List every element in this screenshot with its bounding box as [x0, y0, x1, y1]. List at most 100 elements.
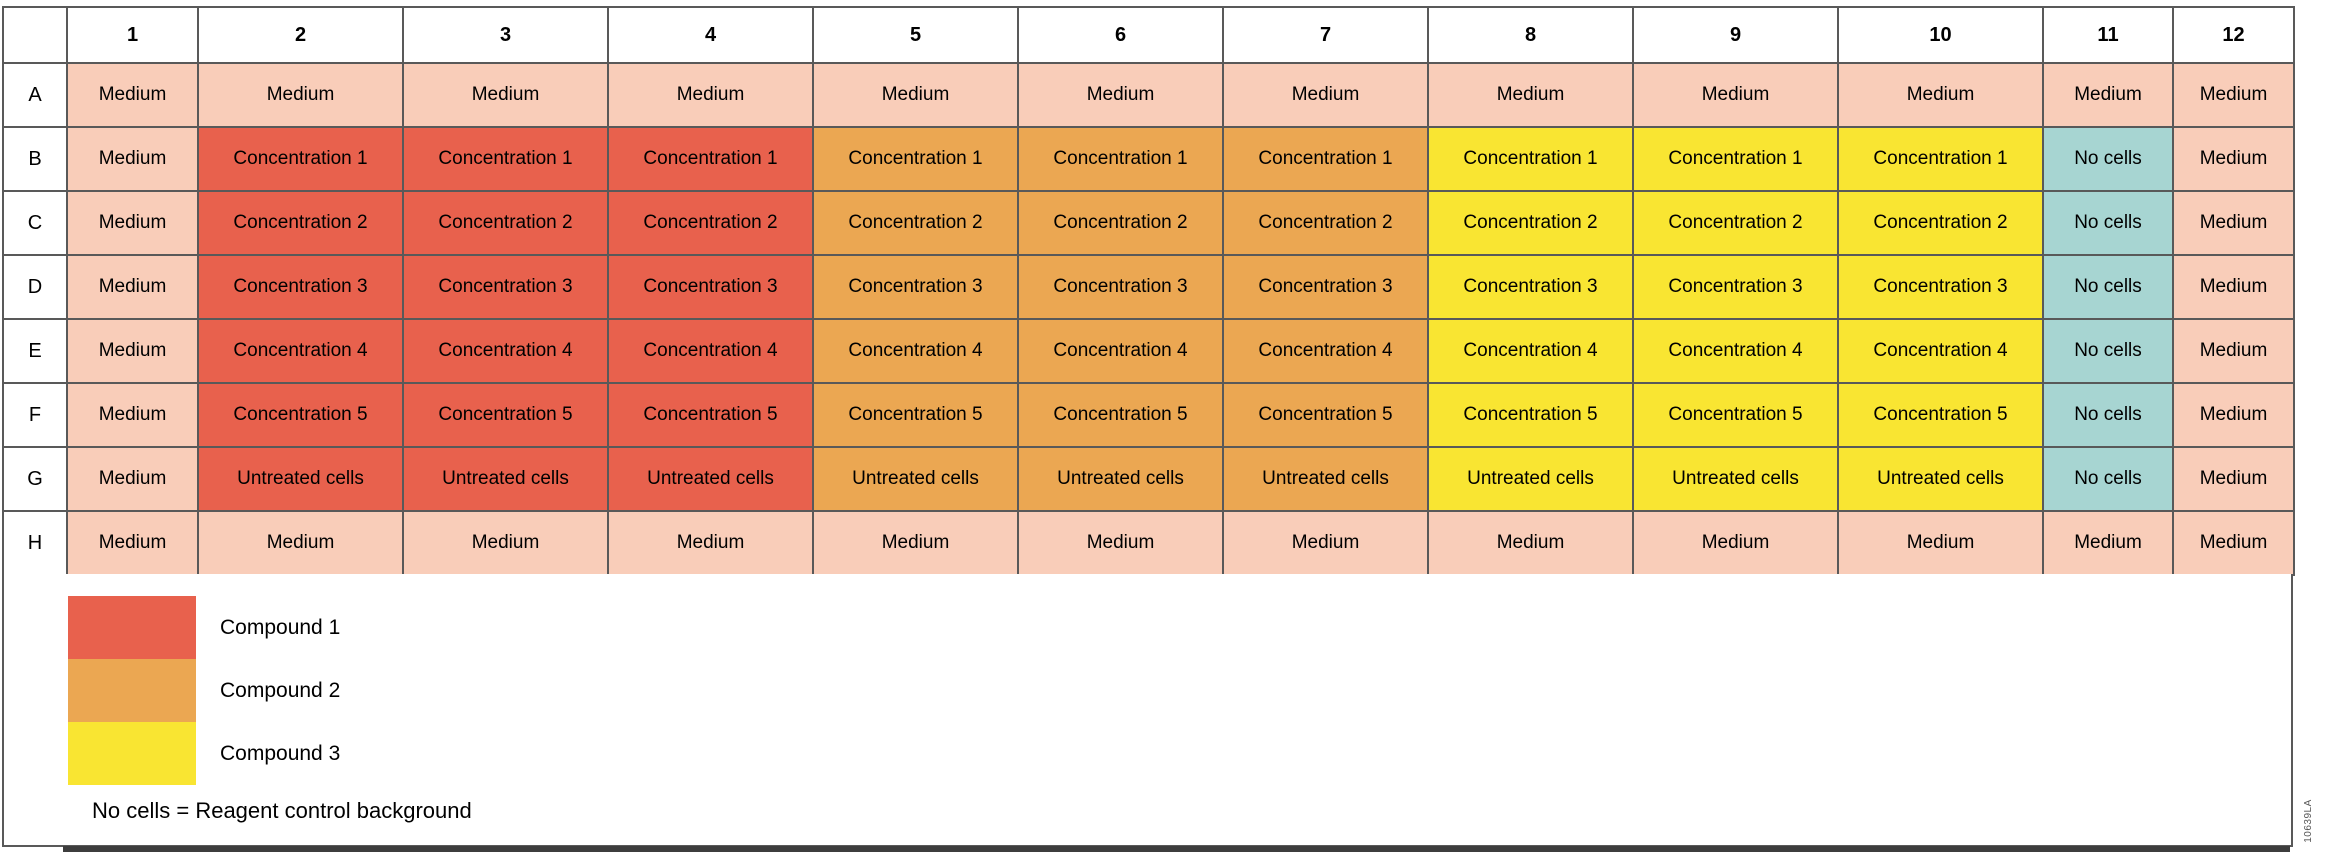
plate-cell: Concentration 3 [1837, 254, 2044, 320]
plate-cell: Concentration 5 [1632, 382, 1839, 448]
plate-cell: Concentration 4 [402, 318, 609, 384]
legend-note: No cells = Reagent control background [92, 798, 472, 823]
row-header: C [2, 190, 68, 256]
plate-cell: Concentration 5 [607, 382, 814, 448]
plate-cell: Medium [66, 126, 199, 192]
plate-cell: No cells [2042, 446, 2174, 512]
plate-cell: Medium [2172, 254, 2295, 320]
plate-cell: Medium [607, 510, 814, 576]
plate-cell: Concentration 5 [1427, 382, 1634, 448]
plate-cell: Concentration 2 [812, 190, 1019, 256]
row-header: A [2, 62, 68, 128]
plate-cell: Concentration 5 [1222, 382, 1429, 448]
plate-cell: Medium [2172, 62, 2295, 128]
plate-cell: Concentration 2 [1222, 190, 1429, 256]
plate-cell: No cells [2042, 254, 2174, 320]
plate-cell: Untreated cells [1632, 446, 1839, 512]
plate-cell: Medium [607, 62, 814, 128]
plate-row: F Medium Concentration 5 Concentration 5 Con… [2, 382, 2295, 448]
legend-panel: Compound 1 Compound 2 Compound 3 No cells … [2, 574, 2293, 847]
plate-cell: Concentration 5 [1837, 382, 2044, 448]
plate-cell: No cells [2042, 318, 2174, 384]
row-header: F [2, 382, 68, 448]
plate-cell: Concentration 4 [1222, 318, 1429, 384]
plate-cell: Medium [1017, 62, 1224, 128]
plate-cell: Concentration 1 [1837, 126, 2044, 192]
plate-cell: Untreated cells [1427, 446, 1634, 512]
column-header: 7 [1222, 6, 1429, 64]
plate-cell: Concentration 4 [812, 318, 1019, 384]
plate-cell: Untreated cells [197, 446, 404, 512]
plate-cell: Concentration 1 [402, 126, 609, 192]
plate-cell: Concentration 5 [402, 382, 609, 448]
column-header: 11 [2042, 6, 2174, 64]
figure-id-vertical-text: 10639LA [2303, 799, 2314, 843]
plate-cell: Medium [1632, 510, 1839, 576]
plate-cell: Medium [66, 190, 199, 256]
plate-cell: Concentration 2 [402, 190, 609, 256]
plate-cell: Concentration 1 [1632, 126, 1839, 192]
row-header: D [2, 254, 68, 320]
legend-label: Compound 1 [220, 616, 341, 639]
figure-bottom-rule [63, 846, 2290, 852]
plate-cell: Concentration 3 [197, 254, 404, 320]
row-header: B [2, 126, 68, 192]
legend-swatch-compound1 [68, 596, 196, 659]
plate-cell: Medium [197, 62, 404, 128]
column-header: 3 [402, 6, 609, 64]
plate-cell: Medium [812, 510, 1019, 576]
plate-cell: Concentration 2 [197, 190, 404, 256]
plate-cell: Concentration 2 [1427, 190, 1634, 256]
column-header: 1 [66, 6, 199, 64]
plate-cell: Medium [2042, 510, 2174, 576]
plate-cell: Medium [66, 62, 199, 128]
plate-cell: Medium [2172, 190, 2295, 256]
legend-label: Compound 3 [220, 742, 341, 765]
plate-cell: Concentration 3 [812, 254, 1019, 320]
plate-cell: Medium [1222, 62, 1429, 128]
plate-cell: Concentration 4 [607, 318, 814, 384]
plate-cell: No cells [2042, 126, 2174, 192]
plate-cell: Untreated cells [607, 446, 814, 512]
plate-cell: Concentration 5 [1017, 382, 1224, 448]
plate-cell: Medium [2042, 62, 2174, 128]
row-header: H [2, 510, 68, 576]
corner-cell [2, 6, 68, 64]
plate-cell: Medium [812, 62, 1019, 128]
plate-cell: Medium [66, 254, 199, 320]
plate-cell: Concentration 1 [607, 126, 814, 192]
plate-cell: Concentration 4 [197, 318, 404, 384]
plate-cell: Medium [402, 510, 609, 576]
plate-cell: Medium [66, 510, 199, 576]
plate-row: E Medium Concentration 4 Concentration 4 Con… [2, 318, 2295, 384]
column-header: 12 [2172, 6, 2295, 64]
plate-cell: Concentration 2 [1017, 190, 1224, 256]
plate-row: A Medium Medium Medium Medium Medium Medium Med… [2, 62, 2295, 128]
plate-cell: Medium [2172, 382, 2295, 448]
plate-cell: Concentration 3 [1632, 254, 1839, 320]
plate-cell: No cells [2042, 190, 2174, 256]
column-header: 4 [607, 6, 814, 64]
plate-cell: Untreated cells [1017, 446, 1224, 512]
plate-cell: Medium [1222, 510, 1429, 576]
column-header: 8 [1427, 6, 1634, 64]
plate-cell: Concentration 2 [1632, 190, 1839, 256]
plate-cell: Concentration 1 [812, 126, 1019, 192]
plate-cell: Medium [2172, 446, 2295, 512]
column-header: 9 [1632, 6, 1839, 64]
plate-cell: Untreated cells [812, 446, 1019, 512]
row-header: E [2, 318, 68, 384]
plate-cell: Concentration 4 [1632, 318, 1839, 384]
plate-cell: Medium [2172, 126, 2295, 192]
plate-table: 1 2 3 4 5 6 7 8 9 10 11 12 A Medium Medium Medium Mediu… [2, 6, 2295, 576]
plate-cell: Concentration 3 [1427, 254, 1634, 320]
column-header: 2 [197, 6, 404, 64]
column-header: 10 [1837, 6, 2044, 64]
column-header: 5 [812, 6, 1019, 64]
plate-cell: Concentration 4 [1837, 318, 2044, 384]
plate-cell: Medium [1017, 510, 1224, 576]
plate-cell: Medium [1427, 62, 1634, 128]
plate-cell: Concentration 3 [607, 254, 814, 320]
plate-cell: Untreated cells [1837, 446, 2044, 512]
